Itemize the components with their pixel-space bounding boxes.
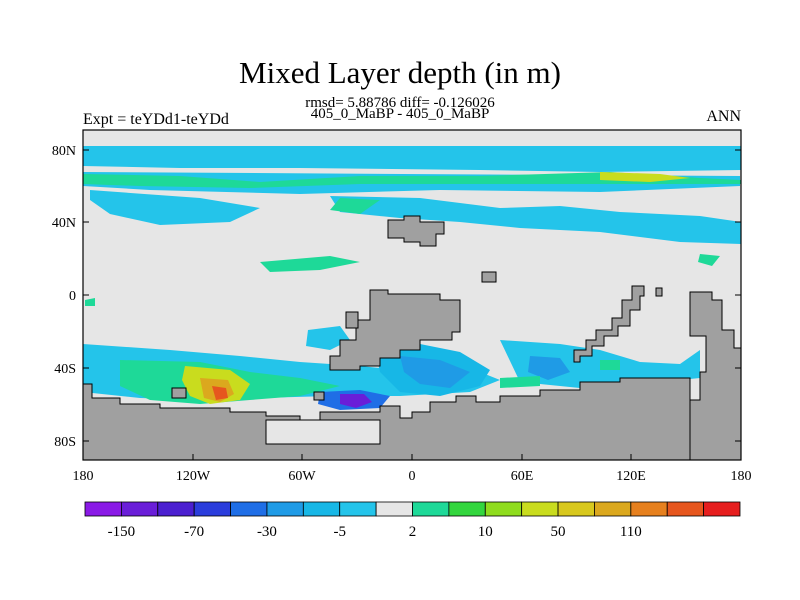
colorbar-tick-label: -150 xyxy=(108,524,136,540)
colorbar-swatch xyxy=(84,501,122,517)
colorbar xyxy=(84,501,741,517)
lat-tick-label: 80S xyxy=(54,435,76,450)
lat-tick-label: 40S xyxy=(54,362,76,377)
map-panel xyxy=(83,130,741,460)
anomaly-patch xyxy=(260,256,360,272)
colorbar-tick-label: -30 xyxy=(257,524,277,540)
anomaly-patch xyxy=(90,190,260,225)
anomaly-patch xyxy=(212,386,228,400)
anomaly-patch xyxy=(400,356,470,388)
lon-axis xyxy=(82,454,742,460)
case-line: 405_0_MaBP - 405_0_MaBP xyxy=(310,106,490,122)
lon-tick-label: 0 xyxy=(409,469,416,484)
lon-tick-label: 120W xyxy=(176,469,211,484)
land-patch xyxy=(171,387,187,399)
colorbar-swatch xyxy=(521,501,559,517)
anomaly-patch xyxy=(85,298,95,306)
lat-tick-label: 80N xyxy=(52,144,76,159)
colorbar-swatch xyxy=(703,501,741,517)
lon-tick-label: 180 xyxy=(731,469,752,484)
land-patch xyxy=(573,285,645,363)
colorbar-swatch xyxy=(120,501,159,517)
colorbar-swatch xyxy=(630,501,668,517)
anomaly-patch xyxy=(83,172,741,188)
anomaly-patch xyxy=(528,356,570,380)
lat-tick-label: 0 xyxy=(69,289,76,304)
lon-tick-label: 60E xyxy=(511,469,534,484)
colorbar-tick-label: -70 xyxy=(184,524,204,540)
colorbar-swatch xyxy=(266,501,304,517)
lon-tick-label: 120E xyxy=(616,469,646,484)
colorbar-swatch xyxy=(484,501,523,517)
colorbar-tick-label: -5 xyxy=(333,524,346,540)
land-patch xyxy=(83,377,691,460)
colorbar-tick-label: 10 xyxy=(478,524,493,540)
colorbar-swatch xyxy=(339,501,377,517)
season-label: ANN xyxy=(706,108,741,125)
colorbar-swatch xyxy=(448,501,486,517)
colorbar-swatch xyxy=(375,501,413,517)
land-patch xyxy=(329,289,461,371)
colorbar-swatch xyxy=(157,501,195,517)
lon-tick-label: 180 xyxy=(73,469,94,484)
colorbar-swatch xyxy=(302,501,341,517)
colorbar-swatch xyxy=(666,501,705,517)
anomaly-patch xyxy=(83,146,741,172)
lat-tick-label: 40N xyxy=(52,216,76,231)
map-title: Mixed Layer depth (in m) xyxy=(239,55,561,90)
colorbar-swatch xyxy=(193,501,231,517)
land-patch xyxy=(313,391,325,401)
anomaly-patch xyxy=(698,254,720,266)
land-patch xyxy=(689,291,741,460)
colorbar-tick-label: 2 xyxy=(409,524,417,540)
colorbar-swatch xyxy=(230,501,268,517)
anomaly-patch xyxy=(500,376,540,388)
land-masses xyxy=(83,215,741,460)
colorbar-tick-label: 50 xyxy=(551,524,566,540)
land-patch xyxy=(655,287,663,297)
anomaly-patch xyxy=(600,172,690,182)
experiment-label: Expt = teYDd1-teYDd xyxy=(83,111,229,128)
colorbar-labels: -150 -70 -30 -5 2 10 50 110 xyxy=(108,524,642,540)
colorbar-tick-label: 110 xyxy=(620,524,642,540)
lon-tick-label: 60W xyxy=(288,469,316,484)
colorbar-swatch xyxy=(594,501,632,517)
colorbar-swatch xyxy=(557,501,595,517)
land-patch xyxy=(387,215,445,247)
anomaly-patch xyxy=(340,394,372,408)
land-patch xyxy=(265,419,381,445)
anomaly-patch xyxy=(306,326,350,350)
anomaly-patch xyxy=(600,360,620,370)
anomaly-patch xyxy=(330,198,380,214)
colorbar-swatch xyxy=(412,501,450,517)
lon-labels: 180 120W 60W 0 60E 120E 180 xyxy=(73,469,752,484)
lat-labels: 80N 40N 0 40S 80S xyxy=(52,144,76,450)
land-patch xyxy=(345,311,359,329)
stats-line: rmsd= 5.88786 diff= -0.126026 xyxy=(305,95,495,111)
anomaly-patch xyxy=(330,196,741,244)
land-patch xyxy=(481,271,497,283)
lat-axis xyxy=(83,149,741,442)
